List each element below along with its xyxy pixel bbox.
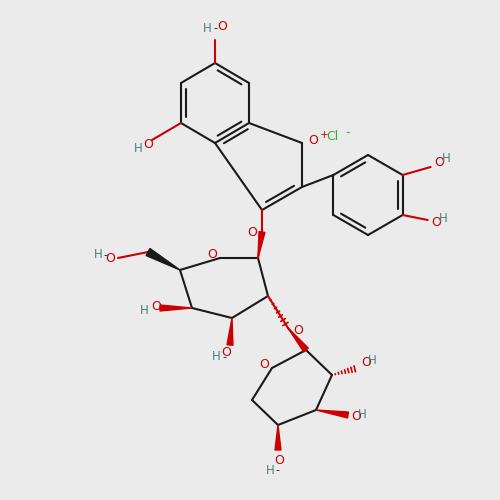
Text: -: - xyxy=(222,352,226,362)
Text: Cl: Cl xyxy=(326,130,338,143)
Polygon shape xyxy=(146,248,180,270)
Text: O: O xyxy=(143,138,153,151)
Polygon shape xyxy=(288,328,308,352)
Text: H: H xyxy=(134,142,143,154)
Text: H: H xyxy=(440,212,448,226)
Text: O: O xyxy=(434,156,444,168)
Text: O: O xyxy=(351,410,361,424)
Polygon shape xyxy=(227,318,233,345)
Text: O: O xyxy=(308,134,318,147)
Text: O: O xyxy=(105,252,115,266)
Text: O: O xyxy=(432,216,442,228)
Text: O: O xyxy=(274,454,284,466)
Polygon shape xyxy=(160,305,192,311)
Text: +: + xyxy=(320,130,328,140)
Text: -: - xyxy=(103,250,107,260)
Text: H: H xyxy=(266,464,274,476)
Text: H: H xyxy=(94,248,102,262)
Text: H: H xyxy=(212,350,220,364)
Text: H: H xyxy=(368,354,376,366)
Polygon shape xyxy=(258,232,265,258)
Polygon shape xyxy=(316,410,348,418)
Text: -: - xyxy=(346,126,350,140)
Text: O: O xyxy=(293,324,303,338)
Text: H: H xyxy=(442,152,451,166)
Polygon shape xyxy=(275,425,281,450)
Text: O: O xyxy=(247,226,257,239)
Text: O: O xyxy=(259,358,269,372)
Text: -: - xyxy=(275,465,279,475)
Text: -: - xyxy=(213,23,217,33)
Text: H: H xyxy=(202,22,211,35)
Text: O: O xyxy=(207,248,217,262)
Text: H: H xyxy=(358,408,366,420)
Text: O: O xyxy=(151,300,161,314)
Text: H: H xyxy=(140,304,148,318)
Text: O: O xyxy=(221,346,231,360)
Text: O: O xyxy=(361,356,371,370)
Text: O: O xyxy=(217,20,227,32)
